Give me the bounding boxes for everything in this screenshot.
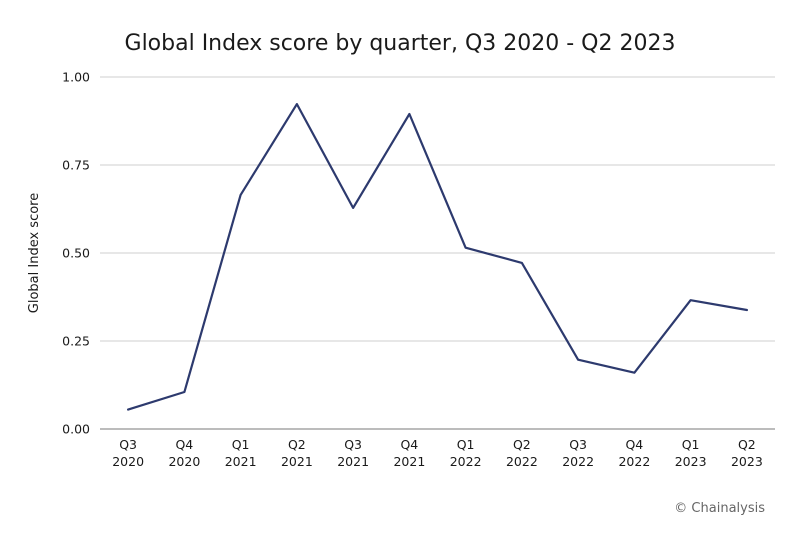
- x-tick-label: Q1 2022: [450, 437, 482, 469]
- x-tick-label: Q4 2020: [168, 437, 200, 469]
- x-tick-label: Q3 2022: [562, 437, 594, 469]
- y-axis-label: Global Index score: [27, 193, 42, 313]
- x-tick-label: Q2 2022: [506, 437, 538, 469]
- x-tick-label: Q3 2021: [337, 437, 369, 469]
- y-tick-label: 0.50: [62, 246, 90, 261]
- y-tick-label: 0.00: [62, 422, 90, 437]
- y-tick-label: 0.75: [62, 158, 90, 173]
- x-tick-label: Q4 2021: [393, 437, 425, 469]
- x-tick-label: Q2 2023: [731, 437, 763, 469]
- chart-title: Global Index score by quarter, Q3 2020 -…: [125, 31, 676, 56]
- x-tick-label: Q1 2023: [675, 437, 707, 469]
- y-tick-label: 0.25: [62, 334, 90, 349]
- y-axis-ticks: 0.00 0.25 0.50 0.75 1.00: [62, 70, 90, 437]
- x-tick-label: Q1 2021: [225, 437, 257, 469]
- x-tick-label: Q4 2022: [618, 437, 650, 469]
- x-tick-label: Q2 2021: [281, 437, 313, 469]
- chainalysis-credit: © Chainalysis: [674, 501, 765, 516]
- x-tick-label: Q3 2020: [112, 437, 144, 469]
- y-tick-label: 1.00: [62, 70, 90, 85]
- gridlines: [100, 76, 775, 430]
- x-axis-ticks: Q3 2020 Q4 2020 Q1 2021 Q2 2021 Q3 2021 Q4 2021 Q1 20…: [112, 437, 763, 469]
- series-layer: [127, 102, 749, 411]
- series-line: [127, 102, 749, 411]
